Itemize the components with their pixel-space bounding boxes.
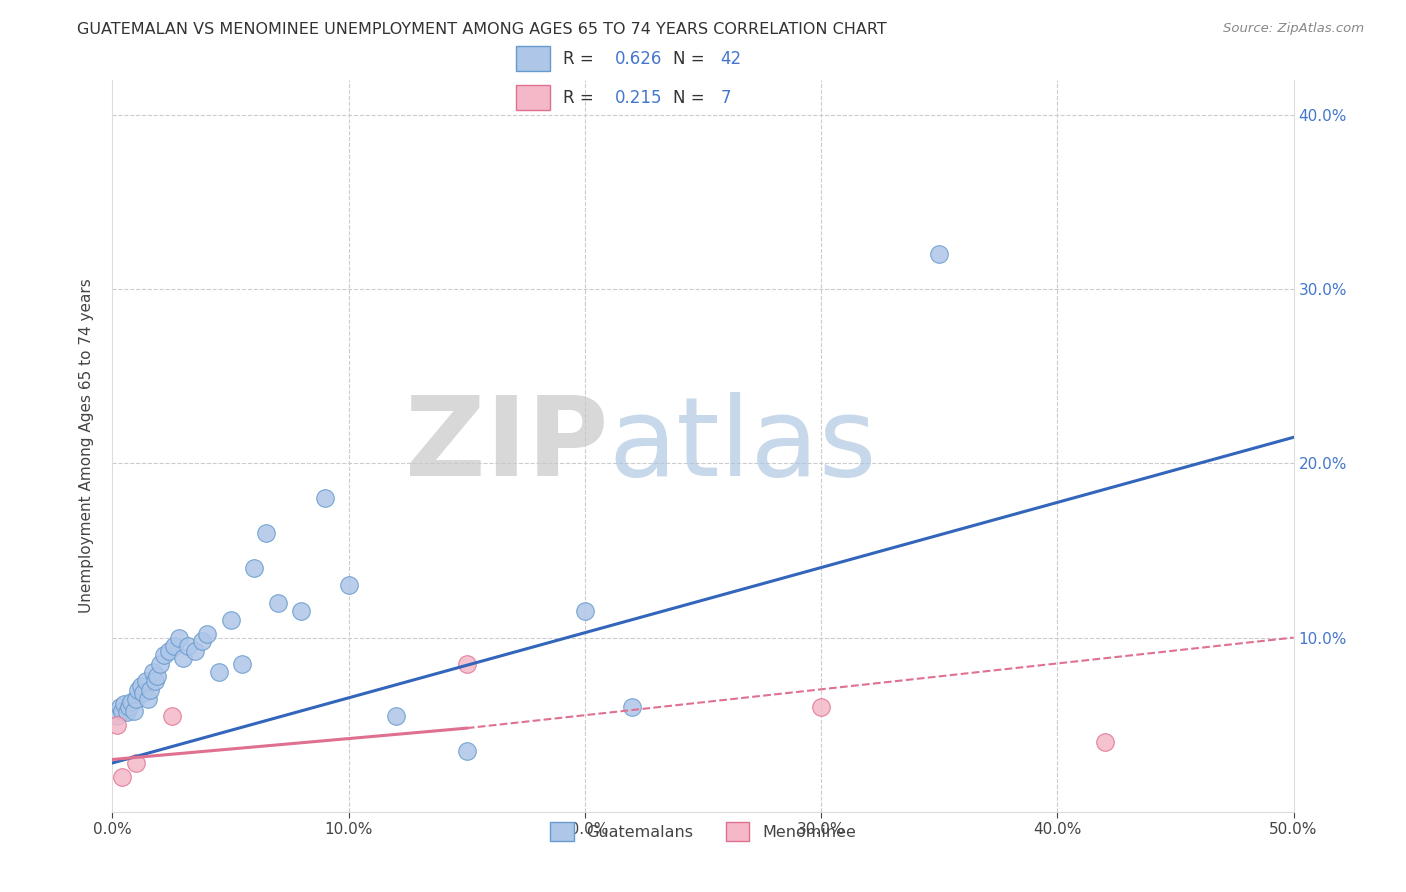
Point — [172, 651, 194, 665]
Point — [243, 561, 266, 575]
Point — [219, 613, 242, 627]
Point — [111, 704, 134, 718]
Point — [195, 627, 218, 641]
Point — [184, 644, 207, 658]
Point — [290, 604, 312, 618]
Point — [157, 644, 180, 658]
Point — [118, 700, 141, 714]
Point — [115, 706, 138, 720]
Point — [1094, 735, 1116, 749]
Point — [146, 669, 169, 683]
Point — [105, 709, 128, 723]
Point — [120, 695, 142, 709]
Point — [108, 700, 131, 714]
Point — [167, 631, 190, 645]
Point — [149, 657, 172, 671]
Point — [385, 709, 408, 723]
Point — [928, 247, 950, 261]
FancyBboxPatch shape — [516, 45, 550, 71]
Point — [810, 700, 832, 714]
Text: atlas: atlas — [609, 392, 877, 500]
Point — [163, 640, 186, 654]
Point — [136, 691, 159, 706]
Point — [267, 596, 290, 610]
Text: 0.626: 0.626 — [614, 50, 662, 68]
Point — [105, 717, 128, 731]
Text: 7: 7 — [720, 88, 731, 106]
Legend: Guatemalans, Menominee: Guatemalans, Menominee — [544, 815, 862, 847]
Point — [231, 657, 253, 671]
Point — [112, 697, 135, 711]
Point — [177, 640, 200, 654]
Point — [314, 491, 336, 506]
Text: Source: ZipAtlas.com: Source: ZipAtlas.com — [1223, 22, 1364, 36]
Point — [129, 679, 152, 693]
Y-axis label: Unemployment Among Ages 65 to 74 years: Unemployment Among Ages 65 to 74 years — [79, 278, 94, 614]
Point — [143, 674, 166, 689]
Point — [127, 682, 149, 697]
Point — [574, 604, 596, 618]
Text: 0.215: 0.215 — [614, 88, 662, 106]
Point — [621, 700, 644, 714]
Point — [208, 665, 231, 680]
Point — [337, 578, 360, 592]
Point — [153, 648, 176, 662]
Point — [456, 657, 478, 671]
Point — [191, 634, 214, 648]
Point — [254, 526, 277, 541]
Point — [125, 756, 148, 770]
Text: ZIP: ZIP — [405, 392, 609, 500]
Text: R =: R = — [562, 88, 605, 106]
Text: N =: N = — [673, 50, 710, 68]
Point — [142, 665, 165, 680]
Text: N =: N = — [673, 88, 716, 106]
Point — [111, 770, 134, 784]
Point — [456, 744, 478, 758]
Text: R =: R = — [562, 50, 599, 68]
Point — [160, 709, 183, 723]
Point — [135, 674, 157, 689]
Point — [125, 691, 148, 706]
Text: GUATEMALAN VS MENOMINEE UNEMPLOYMENT AMONG AGES 65 TO 74 YEARS CORRELATION CHART: GUATEMALAN VS MENOMINEE UNEMPLOYMENT AMO… — [77, 22, 887, 37]
FancyBboxPatch shape — [516, 85, 550, 111]
Point — [139, 682, 162, 697]
Point — [122, 704, 145, 718]
Point — [132, 686, 155, 700]
Text: 42: 42 — [720, 50, 741, 68]
